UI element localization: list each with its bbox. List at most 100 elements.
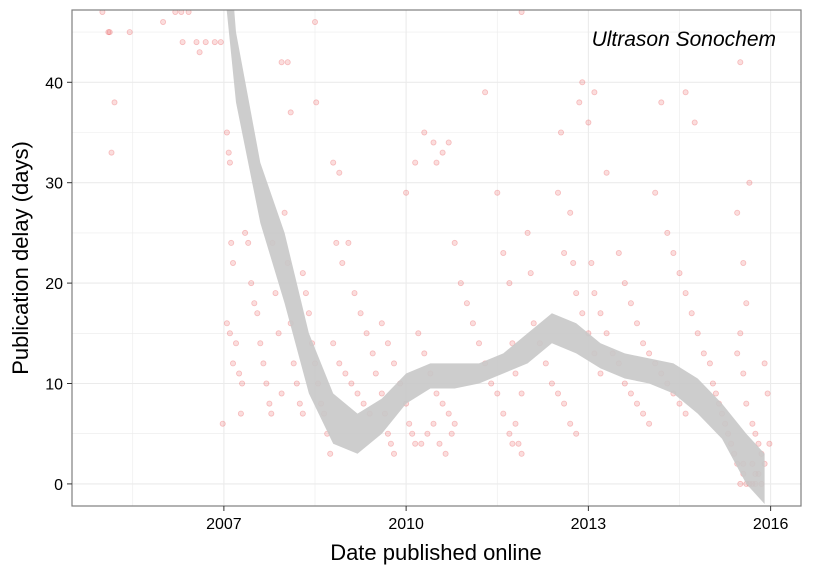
data-point	[469, 320, 476, 327]
data-point	[424, 430, 431, 437]
data-point	[561, 400, 568, 407]
x-tick-label: 2016	[753, 516, 789, 533]
data-point	[439, 400, 446, 407]
data-point	[430, 139, 437, 146]
data-point	[384, 340, 391, 347]
data-point	[579, 310, 586, 317]
data-point	[278, 59, 285, 66]
data-point	[439, 149, 446, 156]
data-point	[360, 400, 367, 407]
data-point	[682, 410, 689, 417]
data-point	[494, 390, 501, 397]
data-point	[457, 280, 464, 287]
data-point	[709, 380, 716, 387]
data-point	[336, 169, 343, 176]
data-point	[384, 430, 391, 437]
data-point	[555, 390, 562, 397]
data-point	[354, 390, 361, 397]
data-point	[336, 360, 343, 367]
data-point	[179, 39, 186, 46]
data-point	[299, 410, 306, 417]
data-point	[737, 330, 744, 337]
data-point	[640, 410, 647, 417]
data-point	[313, 99, 320, 106]
data-point	[378, 320, 385, 327]
data-point	[284, 59, 291, 66]
data-point	[263, 380, 270, 387]
data-point	[488, 380, 495, 387]
data-point	[558, 129, 565, 136]
y-tick-label: 10	[45, 377, 63, 394]
data-point	[691, 119, 698, 126]
data-point	[527, 270, 534, 277]
data-point	[436, 440, 443, 447]
data-point	[682, 290, 689, 297]
data-point	[272, 290, 279, 297]
data-point	[281, 209, 288, 216]
data-point	[597, 310, 604, 317]
data-point	[226, 330, 233, 337]
data-point	[603, 169, 610, 176]
data-point	[451, 239, 458, 246]
data-point	[627, 390, 634, 397]
data-point	[421, 350, 428, 357]
data-point	[387, 440, 394, 447]
data-point	[670, 249, 677, 256]
data-point	[573, 290, 580, 297]
data-point	[330, 159, 337, 166]
data-point	[766, 440, 773, 447]
data-point	[567, 209, 574, 216]
data-point	[591, 290, 598, 297]
data-point	[185, 10, 192, 15]
data-point	[555, 189, 562, 196]
data-point	[275, 330, 282, 337]
data-point	[548, 380, 555, 387]
data-point	[475, 340, 482, 347]
data-point	[506, 280, 513, 287]
data-point	[518, 10, 525, 15]
data-point	[293, 380, 300, 387]
data-point	[712, 390, 719, 397]
data-point	[585, 119, 592, 126]
data-point	[676, 400, 683, 407]
data-point	[591, 89, 598, 96]
panel-border	[71, 9, 802, 507]
data-point	[603, 330, 610, 337]
data-point	[390, 450, 397, 457]
data-point	[409, 430, 416, 437]
data-point	[451, 420, 458, 427]
data-point	[509, 440, 516, 447]
data-point	[542, 360, 549, 367]
data-point	[634, 320, 641, 327]
data-point	[372, 370, 379, 377]
data-point	[445, 410, 452, 417]
journal-annotation: Ultrason Sonochem	[592, 28, 776, 51]
plot-panel	[72, 10, 801, 506]
data-point	[706, 360, 713, 367]
data-point	[740, 370, 747, 377]
data-point	[228, 239, 235, 246]
data-point	[621, 280, 628, 287]
data-point	[245, 239, 252, 246]
data-point	[225, 149, 232, 156]
x-axis-title: Date published online	[330, 540, 542, 565]
data-point	[378, 390, 385, 397]
data-point	[433, 159, 440, 166]
data-point	[296, 400, 303, 407]
data-point	[421, 129, 428, 136]
x-tick-label: 2007	[206, 516, 242, 533]
data-point	[412, 440, 419, 447]
data-point	[223, 129, 230, 136]
data-point	[482, 89, 489, 96]
data-point	[743, 300, 750, 307]
data-point	[345, 239, 352, 246]
data-point	[342, 370, 349, 377]
data-point	[588, 259, 595, 266]
x-tick-label: 2010	[388, 516, 424, 533]
data-point	[433, 390, 440, 397]
data-point	[302, 290, 309, 297]
data-point	[512, 370, 519, 377]
data-point	[761, 360, 768, 367]
x-tick-label: 2013	[571, 516, 607, 533]
data-point	[178, 10, 185, 15]
